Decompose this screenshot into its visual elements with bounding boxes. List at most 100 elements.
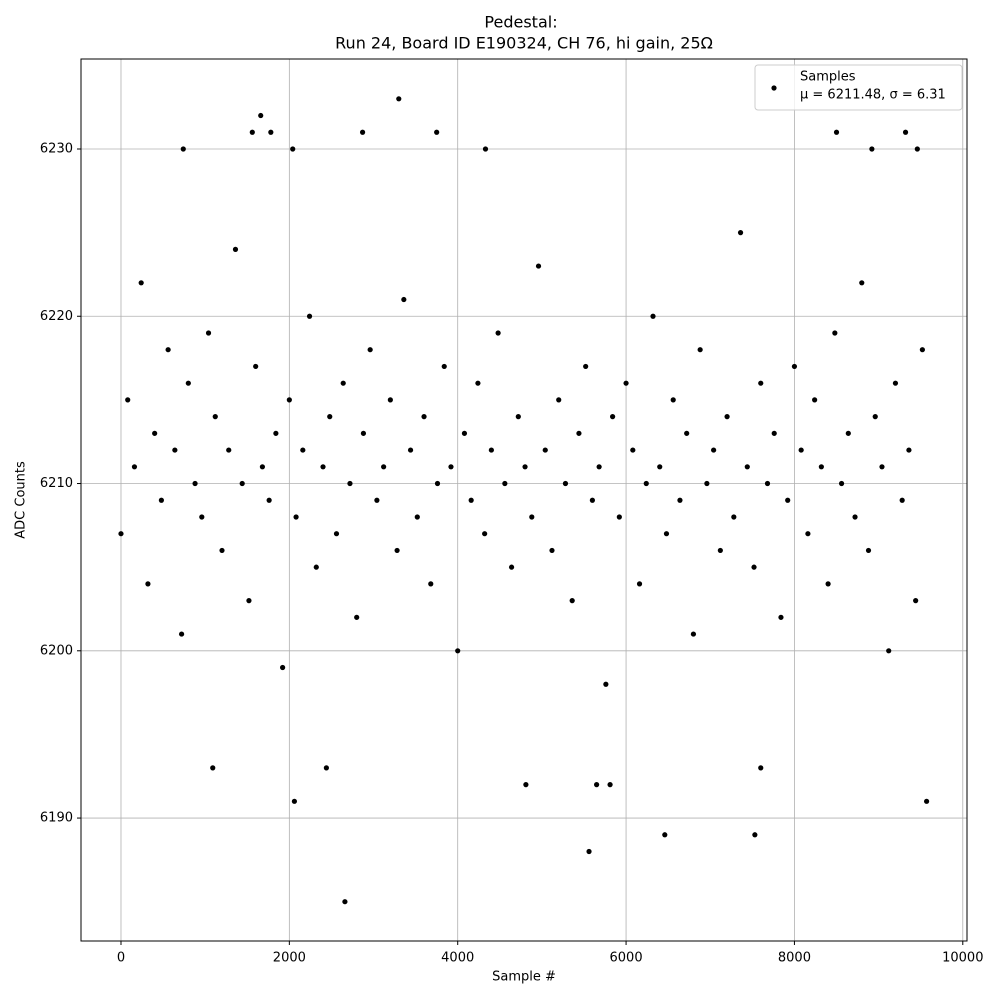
point xyxy=(502,480,508,487)
point xyxy=(892,380,899,386)
point xyxy=(401,296,407,303)
point xyxy=(226,447,232,453)
point xyxy=(662,832,668,838)
point xyxy=(286,397,292,403)
point xyxy=(879,464,885,470)
y-tick-label: 6200 xyxy=(40,643,73,658)
point xyxy=(249,129,255,135)
point xyxy=(394,547,400,554)
point xyxy=(529,514,535,520)
point xyxy=(205,330,212,336)
point xyxy=(152,430,158,436)
y-tick-label: 6210 xyxy=(40,476,73,491)
point xyxy=(616,514,622,520)
point xyxy=(523,782,529,788)
legend-label: Samples xyxy=(800,70,856,85)
point xyxy=(461,430,468,436)
point xyxy=(360,430,367,436)
point xyxy=(421,414,427,420)
point xyxy=(865,547,872,554)
x-tick-label: 10000 xyxy=(942,951,983,966)
point xyxy=(812,397,818,403)
point xyxy=(482,531,488,537)
point xyxy=(219,547,225,554)
point xyxy=(327,414,333,420)
chart-subtitle: Run 24, Board ID E190324, CH 76, hi gain… xyxy=(335,34,713,53)
point xyxy=(886,648,892,654)
point xyxy=(650,313,656,319)
point xyxy=(165,347,171,353)
point xyxy=(859,280,865,286)
point xyxy=(758,380,764,386)
point xyxy=(845,430,851,436)
point xyxy=(145,581,151,587)
point xyxy=(711,447,717,453)
chart-title: Pedestal: xyxy=(484,13,557,32)
point xyxy=(914,146,920,152)
point xyxy=(125,397,131,403)
point xyxy=(508,564,515,570)
point xyxy=(902,129,909,135)
point xyxy=(872,414,878,420)
point xyxy=(354,614,360,620)
point xyxy=(569,598,575,604)
point xyxy=(825,581,831,587)
point xyxy=(290,146,296,152)
point xyxy=(697,347,703,353)
point xyxy=(596,464,602,470)
point xyxy=(488,447,494,453)
point xyxy=(607,782,613,788)
x-tick-label: 0 xyxy=(117,951,125,966)
point xyxy=(684,430,690,436)
point xyxy=(118,531,124,537)
point xyxy=(192,480,198,487)
point xyxy=(833,129,840,135)
point xyxy=(306,313,313,319)
point xyxy=(717,547,723,554)
point xyxy=(414,514,420,520)
point xyxy=(610,414,616,420)
point xyxy=(313,564,319,570)
point xyxy=(556,397,562,403)
point xyxy=(704,480,710,487)
legend-marker xyxy=(771,85,777,91)
point xyxy=(259,464,266,470)
point xyxy=(212,414,218,420)
point xyxy=(178,631,185,637)
point xyxy=(448,464,454,470)
point xyxy=(832,330,838,336)
y-tick-label: 6230 xyxy=(40,141,73,156)
point xyxy=(731,514,737,520)
point xyxy=(643,480,649,487)
point xyxy=(791,363,798,370)
point xyxy=(677,497,683,503)
point xyxy=(342,899,348,905)
point xyxy=(340,380,346,386)
point xyxy=(589,497,595,503)
point xyxy=(428,581,434,587)
point xyxy=(906,447,912,453)
point xyxy=(752,832,758,838)
point xyxy=(232,246,239,252)
point xyxy=(594,782,600,788)
point xyxy=(455,648,461,654)
point xyxy=(347,480,353,487)
y-tick-label: 6220 xyxy=(40,309,73,324)
point xyxy=(603,681,609,687)
point xyxy=(246,598,252,604)
point xyxy=(293,514,299,520)
point xyxy=(482,146,489,152)
point xyxy=(724,414,730,420)
point xyxy=(913,598,919,604)
point xyxy=(636,581,643,587)
point xyxy=(273,430,279,436)
point xyxy=(805,531,811,537)
point xyxy=(138,280,144,286)
point xyxy=(268,129,274,135)
point xyxy=(239,480,245,487)
point xyxy=(663,531,670,537)
point xyxy=(899,497,905,503)
point xyxy=(180,146,186,152)
point xyxy=(185,380,191,386)
